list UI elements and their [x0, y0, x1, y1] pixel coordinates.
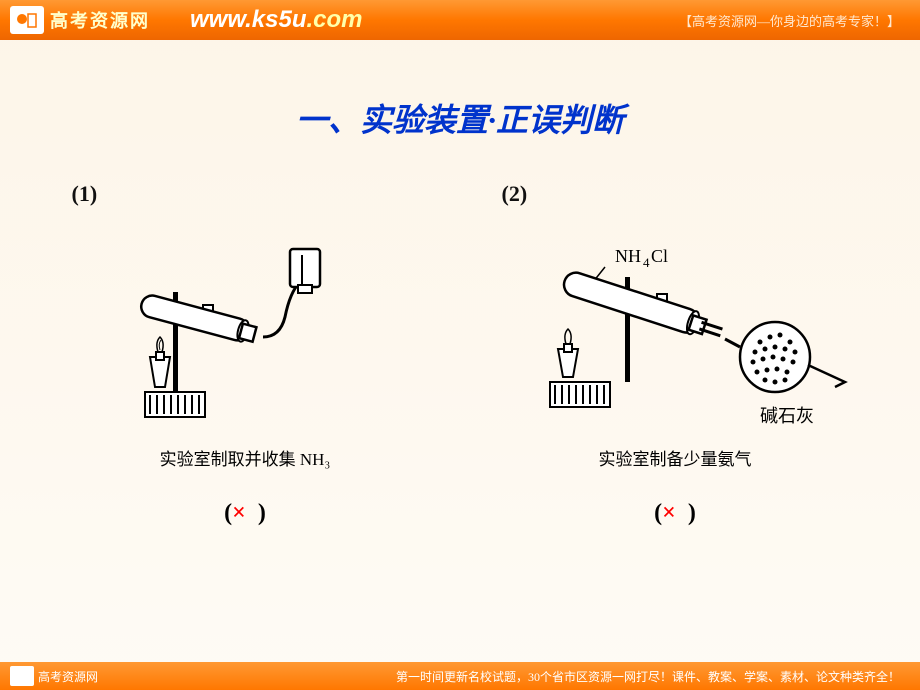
footer-text: 第一时间更新名校试题，30个省市区资源一网打尽！课件、教案、学案、素材、论文种类…: [396, 668, 920, 685]
caption-2: 实验室制备少量氨气: [599, 445, 752, 470]
footer-logo-text: 高考资源网: [38, 668, 98, 685]
diagram-1: [95, 237, 395, 437]
diagram-2: NH 4 Cl: [525, 237, 825, 437]
answer-2: (× ): [654, 500, 696, 527]
footer-logo: 高考资源网: [0, 666, 98, 686]
page-title: 一、实验装置·正误判断: [0, 95, 920, 141]
logo-icon: [10, 6, 44, 34]
item-2: (2) NH 4 Cl: [482, 181, 869, 527]
logo-text: 高考资源网: [50, 7, 150, 33]
item-1: (1): [52, 181, 439, 527]
content-area: (1): [0, 181, 920, 527]
svg-text:4: 4: [643, 255, 650, 270]
bottom-label: 碱石灰: [760, 406, 814, 426]
answer-1-mark: ×: [232, 500, 246, 526]
svg-text:Cl: Cl: [651, 246, 668, 266]
url-main: www.ks5u: [190, 6, 306, 33]
footer-logo-icon: [10, 666, 34, 686]
item-1-number: (1): [72, 181, 98, 207]
footer-bar: 高考资源网 第一时间更新名校试题，30个省市区资源一网打尽！课件、教案、学案、素…: [0, 662, 920, 690]
header-bar: 高考资源网 www.ks5u.com 【高考资源网—你身边的高考专家！】: [0, 0, 920, 40]
header-tagline: 【高考资源网—你身边的高考专家！】: [679, 11, 900, 30]
item-2-number: (2): [502, 181, 528, 207]
caption-1: 实验室制取并收集 NH₃: [160, 445, 331, 470]
logo-section: 高考资源网: [0, 6, 150, 34]
chem-label: NH: [615, 246, 641, 266]
answer-1: (× ): [224, 500, 266, 527]
header-url: www.ks5u.com: [190, 6, 363, 34]
answer-2-mark: ×: [662, 500, 676, 526]
url-suffix: .com: [306, 6, 362, 33]
